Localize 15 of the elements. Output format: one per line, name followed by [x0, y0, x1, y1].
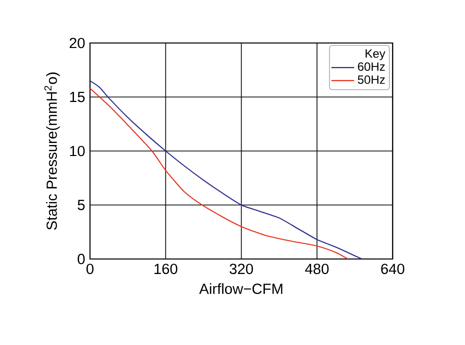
y-tick-label: 0 — [78, 254, 85, 264]
x-tick-label: 320 — [230, 264, 253, 274]
x-tick-label: 480 — [305, 264, 329, 274]
legend-title: Key — [366, 49, 386, 60]
y-tick-label: 20 — [70, 38, 85, 48]
legend-label: 60Hz — [358, 62, 385, 71]
x-tick-label: 640 — [381, 264, 404, 274]
y-tick-label: 15 — [70, 92, 85, 102]
y-tick-label: 10 — [70, 146, 85, 156]
legend-label: 50Hz — [358, 75, 385, 84]
y-axis-title: Static Pressure(mmH$^{2}$o) — [44, 72, 60, 230]
x-tick-label: 160 — [154, 264, 178, 274]
y-tick-label: 5 — [78, 200, 85, 210]
x-tick-label: 0 — [86, 264, 94, 274]
x-axis-title: Airflow−CFM — [199, 283, 282, 294]
